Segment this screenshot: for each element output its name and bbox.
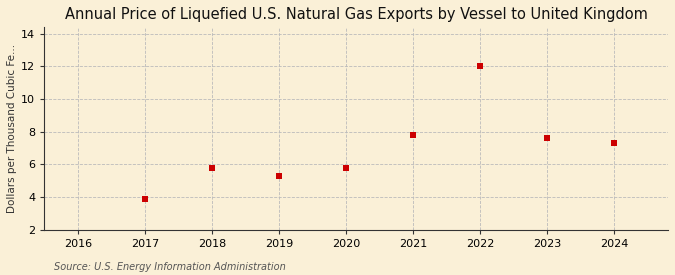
Point [207, 166, 217, 170]
Point [609, 141, 620, 145]
Title: Annual Price of Liquefied U.S. Natural Gas Exports by Vessel to United Kingdom: Annual Price of Liquefied U.S. Natural G… [65, 7, 647, 22]
Point [273, 174, 284, 178]
Point [341, 166, 352, 170]
Point [408, 133, 418, 137]
Text: Source: U.S. Energy Information Administration: Source: U.S. Energy Information Administ… [54, 262, 286, 272]
Point [542, 136, 553, 141]
Point [475, 64, 485, 69]
Y-axis label: Dollars per Thousand Cubic Fe...: Dollars per Thousand Cubic Fe... [7, 44, 17, 213]
Point [140, 197, 151, 201]
